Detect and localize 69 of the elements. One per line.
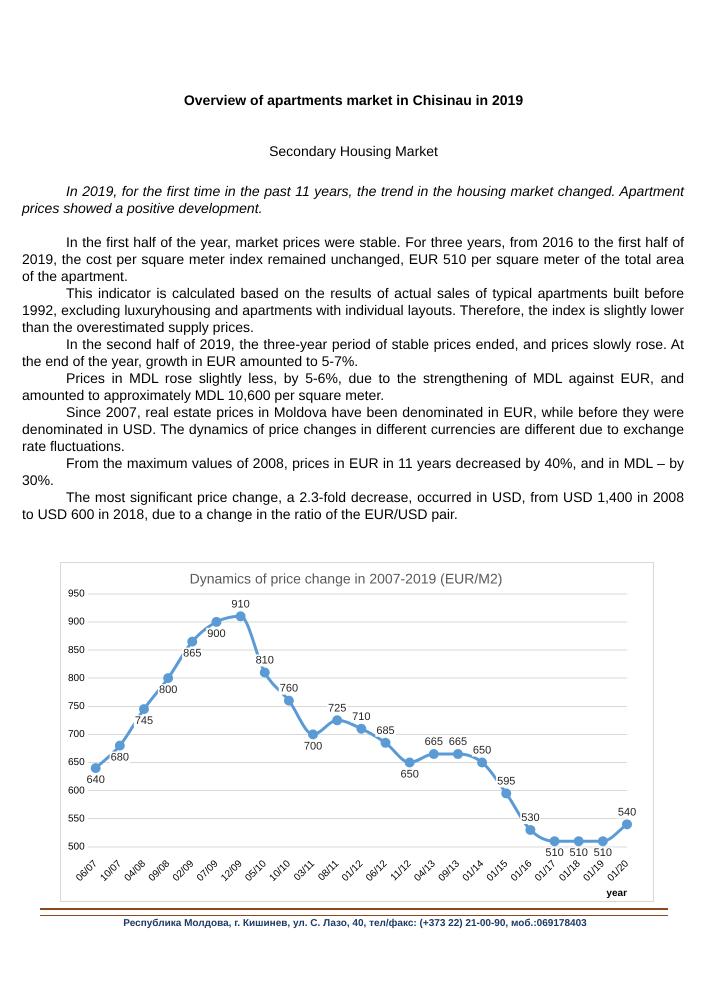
- data-label: 530: [521, 812, 540, 824]
- y-tick-label: 600: [68, 785, 86, 796]
- data-label: 665: [424, 736, 443, 748]
- point: [187, 636, 198, 647]
- point: [477, 757, 488, 768]
- data-label: 700: [304, 740, 322, 752]
- point: [428, 749, 439, 760]
- y-tick-label: 850: [68, 644, 86, 656]
- point: [260, 668, 270, 678]
- point: [574, 836, 584, 846]
- x-axis-title: year: [606, 888, 628, 899]
- point: [211, 616, 222, 627]
- y-tick-label: 650: [68, 757, 86, 768]
- point: [380, 738, 390, 748]
- point: [501, 788, 512, 798]
- text: From the maximum values of 2008, prices in EUR in 11 years decreased by 40%, and in MDL – by 30%.: [22, 455, 684, 489]
- y-tick-label: 900: [68, 616, 86, 628]
- point: [356, 724, 366, 734]
- point: [284, 696, 294, 706]
- text: Secondary Housing Market: [268, 143, 439, 159]
- point: [332, 715, 342, 726]
- point: [452, 749, 463, 760]
- data-label: 540: [618, 806, 636, 818]
- data-label: 865: [183, 648, 202, 660]
- y-tick-label: 550: [68, 813, 86, 824]
- point: [90, 763, 101, 774]
- point: [404, 757, 415, 768]
- y-tick-label: 700: [68, 729, 86, 740]
- y-tick-label: 500: [68, 842, 86, 853]
- point: [236, 611, 246, 622]
- text: The most significant price change, a 2.3-fold decrease, occurred in USD, from USD 1,400 in 2008 to USD 600 in 2018, due to a change in the ratio of the EUR/USD pair.: [22, 489, 684, 523]
- data-label: 710: [352, 710, 371, 723]
- data-label: 685: [376, 724, 395, 737]
- point: [163, 673, 174, 684]
- point: [550, 836, 560, 846]
- point: [622, 819, 632, 830]
- point: [598, 836, 608, 846]
- point: [525, 824, 536, 835]
- data-label: 595: [497, 775, 516, 788]
- data-label: 640: [86, 774, 105, 786]
- y-tick-label: 750: [68, 701, 86, 712]
- point: [114, 740, 125, 751]
- text: Prices in MDL rose slightly less, by 5-6%, due to the strengthening of MDL against EUR, and amounted to approximately MDL 10,600 per square meter.: [22, 370, 684, 404]
- text: Since 2007, real estate prices in Moldova have been denominated in EUR, while before they were denominated in USD. The dynamics of price changes in different currencies are different due to exchange rate fluctuations.: [22, 404, 684, 455]
- text: Республика Молдова, г. Кишинев, ул. С. Лазо, 40, тел/факс: (+373 22) 21-00-90, моб.:069178403: [122, 918, 588, 929]
- text: Overview of apartments market in Chisinau in 2019: [182, 92, 524, 108]
- data-label: 510: [570, 847, 588, 860]
- data-label: 760: [280, 682, 298, 695]
- data-label: 510: [545, 847, 564, 860]
- y-tick-label: 800: [68, 672, 86, 684]
- data-label: 725: [328, 702, 346, 714]
- point: [138, 704, 149, 714]
- data-label: 910: [231, 598, 250, 610]
- data-label: 800: [158, 684, 178, 696]
- data-label: 665: [448, 736, 468, 748]
- data-label: 510: [594, 847, 612, 860]
- data-label: 745: [134, 715, 154, 728]
- chart-title: Dynamics of price change in 2007-2019 (EUR/M2): [190, 570, 502, 586]
- y-tick-label: 950: [68, 588, 86, 600]
- data-label: 680: [110, 752, 130, 764]
- text: This indicator is calculated based on the results of actual sales of typical apartments built before 1992, excluding luxuryhousing and apartments with individual layouts. Therefore, the index is slightly lower than the overestimated supply prices.: [22, 285, 684, 336]
- data-label: 650: [472, 744, 492, 757]
- data-label: 810: [256, 654, 274, 667]
- text: In 2019, for the first time in the past 11 years, the trend in the housing market changed. Apartment prices showed a positive development.: [22, 183, 684, 217]
- data-label: 650: [400, 768, 419, 781]
- text: In the second half of 2019, the three-year period of stable prices ended, and prices slowly rose. At the end of the year, growth in EUR amounted to 5-7%.: [22, 336, 684, 370]
- point: [308, 729, 318, 740]
- text: In the first half of the year, market prices were stable. For three years, from 2016 to the first half of 2019, the cost per square meter index remained unchanged, EUR 510 per square meter of the total area of the apartment.: [22, 234, 684, 285]
- data-label: 900: [207, 628, 226, 640]
